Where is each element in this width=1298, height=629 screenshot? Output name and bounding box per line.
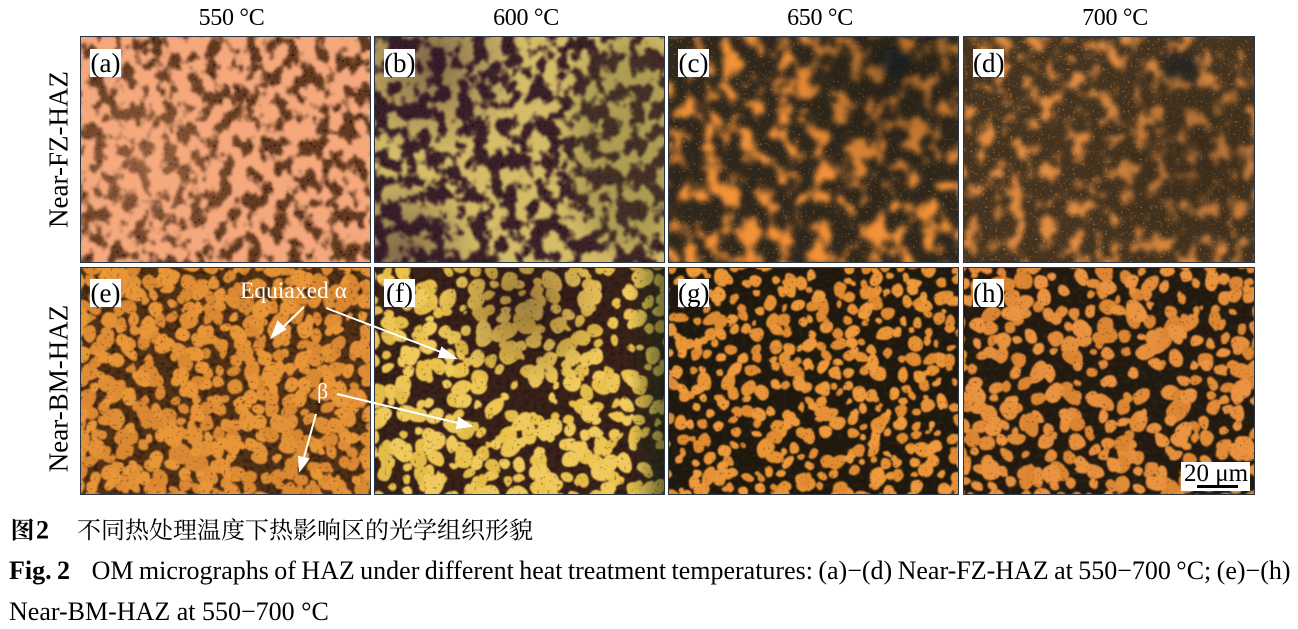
svg-text:β: β (317, 379, 328, 404)
svg-text:2: 2 (36, 516, 49, 545)
svg-text:Equiaxed α: Equiaxed α (240, 278, 347, 304)
